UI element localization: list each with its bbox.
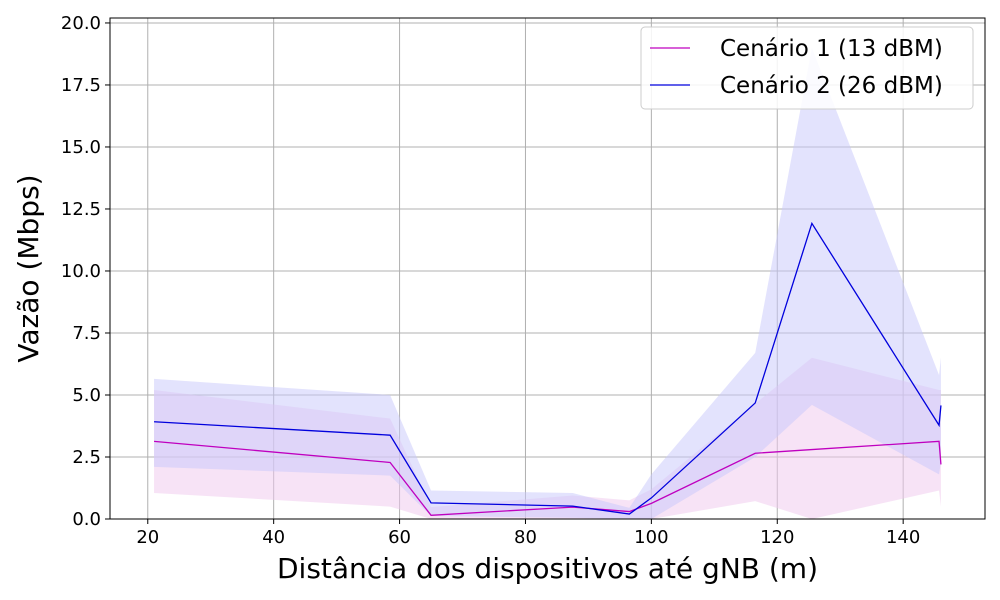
y-tick-label: 20.0 xyxy=(61,13,101,34)
y-tick-label: 12.5 xyxy=(61,199,101,220)
legend: Cenário 1 (13 dBM) Cenário 2 (26 dBM) xyxy=(640,26,974,110)
x-axis-label: Distância dos dispositivos até gNB (m) xyxy=(277,552,818,585)
x-tick-label: 80 xyxy=(514,527,537,548)
confidence-bands xyxy=(154,47,941,519)
plot-frame xyxy=(109,17,986,520)
series-2-line xyxy=(154,221,942,515)
y-tick-label: 15.0 xyxy=(61,137,101,158)
y-tick-label: 7.5 xyxy=(72,323,101,344)
legend-entry-label: Cenário 2 (26 dBM) xyxy=(720,73,943,99)
y-axis-label: Vazão (Mbps) xyxy=(12,174,45,362)
x-tick-label: 60 xyxy=(388,527,411,548)
x-tick-label: 40 xyxy=(262,527,285,548)
y-tick-label: 17.5 xyxy=(61,75,101,96)
x-tick-label: 20 xyxy=(136,527,159,548)
x-tick-label: 100 xyxy=(634,527,668,548)
x-tick-label: 140 xyxy=(886,527,920,548)
series-2-band xyxy=(154,47,941,519)
legend-entry-label: Cenário 1 (13 dBM) xyxy=(720,36,943,62)
y-tick-label: 2.5 xyxy=(72,447,101,468)
axis-ticks: 20 40 60 80 100 120 140 0.0 2.5 5.0 7.5 10.0 12.5 15.… xyxy=(61,13,920,548)
series-lines xyxy=(154,221,942,516)
series-1-line xyxy=(154,440,942,516)
series-1-band xyxy=(154,357,941,519)
y-tick-label: 5.0 xyxy=(72,385,101,406)
x-tick-label: 120 xyxy=(760,527,794,548)
y-tick-label: 10.0 xyxy=(61,261,101,282)
y-tick-label: 0.0 xyxy=(72,509,101,530)
legend-box xyxy=(640,26,974,110)
